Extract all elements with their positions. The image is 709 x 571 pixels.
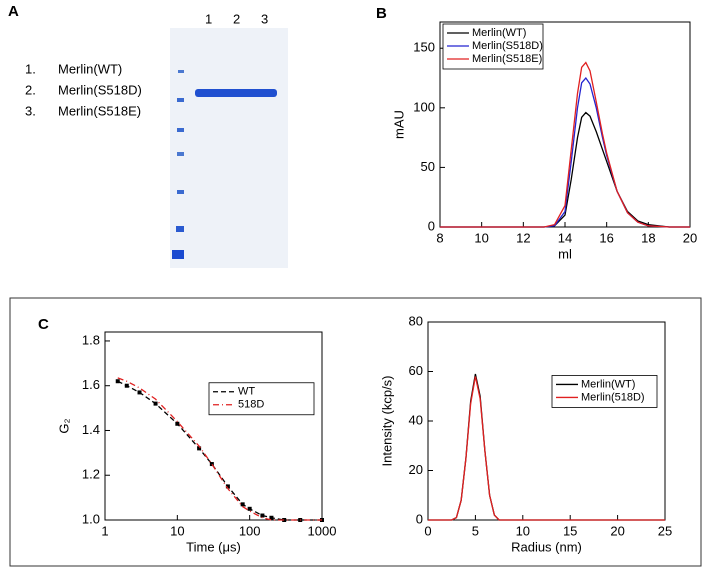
legend-text: Merlin(S518E) (58, 103, 141, 118)
legend-label: WT (238, 386, 255, 398)
data-line (428, 376, 665, 521)
y-tick-label: 20 (409, 462, 423, 477)
x-tick-label: 15 (563, 523, 577, 538)
y-tick-label: 1.2 (82, 467, 100, 482)
lane-label: 3 (261, 11, 268, 26)
legend-label: Merlin(WT) (472, 27, 526, 39)
legend-number: 3. (25, 103, 36, 118)
x-tick-label: 1000 (308, 523, 337, 538)
panel-border (9, 297, 702, 567)
data-point (282, 518, 287, 522)
y-tick-label: 50 (421, 159, 435, 174)
x-tick-label: 20 (610, 523, 624, 538)
y-tick-label: 40 (409, 412, 423, 427)
x-tick-label: 12 (516, 230, 530, 245)
x-tick-label: 8 (436, 230, 443, 245)
y-tick-label: 1.4 (82, 422, 100, 437)
legend-number: 2. (25, 82, 36, 97)
x-tick-label: 5 (472, 523, 479, 538)
x-tick-label: 10 (516, 523, 530, 538)
legend-label: 518D (238, 399, 264, 411)
x-tick-label: 14 (558, 230, 572, 245)
x-tick-label: 18 (641, 230, 655, 245)
data-point (247, 506, 252, 511)
panel-label: A (8, 3, 19, 20)
x-tick-label: 25 (658, 523, 672, 538)
legend-text: Merlin(S518D) (58, 82, 142, 97)
y-tick-label: 80 (409, 313, 423, 328)
y-axis-label: Intensity (kcp/s) (379, 375, 394, 466)
x-tick-label: 0 (424, 523, 431, 538)
data-point (260, 513, 265, 518)
x-tick-label: 100 (239, 523, 261, 538)
y-tick-label: 1.6 (82, 377, 100, 392)
lane-label: 2 (233, 11, 240, 26)
panel-label: C (38, 316, 49, 333)
legend-box (208, 382, 315, 416)
x-tick-label: 20 (683, 230, 697, 245)
x-tick-label: 1 (101, 523, 108, 538)
y-tick-label: 1.8 (82, 332, 100, 347)
gel-image (170, 28, 288, 268)
y-tick-label: 1.0 (82, 511, 100, 526)
y-tick-label: 150 (413, 40, 435, 55)
panel-label: B (376, 5, 387, 22)
legend-number: 1. (25, 61, 36, 76)
y-tick-label: 60 (409, 363, 423, 378)
legend-label: Merlin(S518D) (472, 40, 543, 52)
data-point (209, 462, 214, 467)
y-tick-label: 0 (428, 218, 435, 233)
data-line (117, 377, 322, 521)
legend-text: Merlin(WT) (58, 61, 122, 76)
y-axis-label: G₂ (56, 418, 71, 433)
data-line (440, 61, 690, 228)
data-point (137, 390, 142, 395)
data-point (240, 502, 245, 507)
data-point (197, 446, 202, 451)
data-point (124, 383, 129, 388)
legend-box (551, 375, 658, 408)
y-axis-label: mAU (391, 110, 406, 139)
x-tick-label: 10 (170, 523, 184, 538)
y-tick-label: 0 (416, 511, 423, 526)
data-point (225, 484, 230, 489)
data-point (153, 401, 158, 406)
x-tick-label: 10 (474, 230, 488, 245)
x-tick-label: 16 (599, 230, 613, 245)
plot-frame (104, 331, 323, 521)
lane-label: 1 (205, 11, 212, 26)
legend-label: Merlin(518D) (581, 391, 645, 403)
plot-frame (427, 321, 666, 521)
x-axis-label: ml (558, 246, 572, 261)
data-point (175, 421, 180, 426)
x-axis-label: Radius (nm) (511, 539, 582, 554)
data-point (115, 379, 120, 384)
legend-label: Merlin(S518E) (472, 53, 542, 65)
legend-label: Merlin(WT) (581, 378, 635, 390)
y-tick-label: 100 (413, 99, 435, 114)
x-axis-label: Time (μs) (186, 539, 241, 554)
data-point (269, 515, 274, 520)
